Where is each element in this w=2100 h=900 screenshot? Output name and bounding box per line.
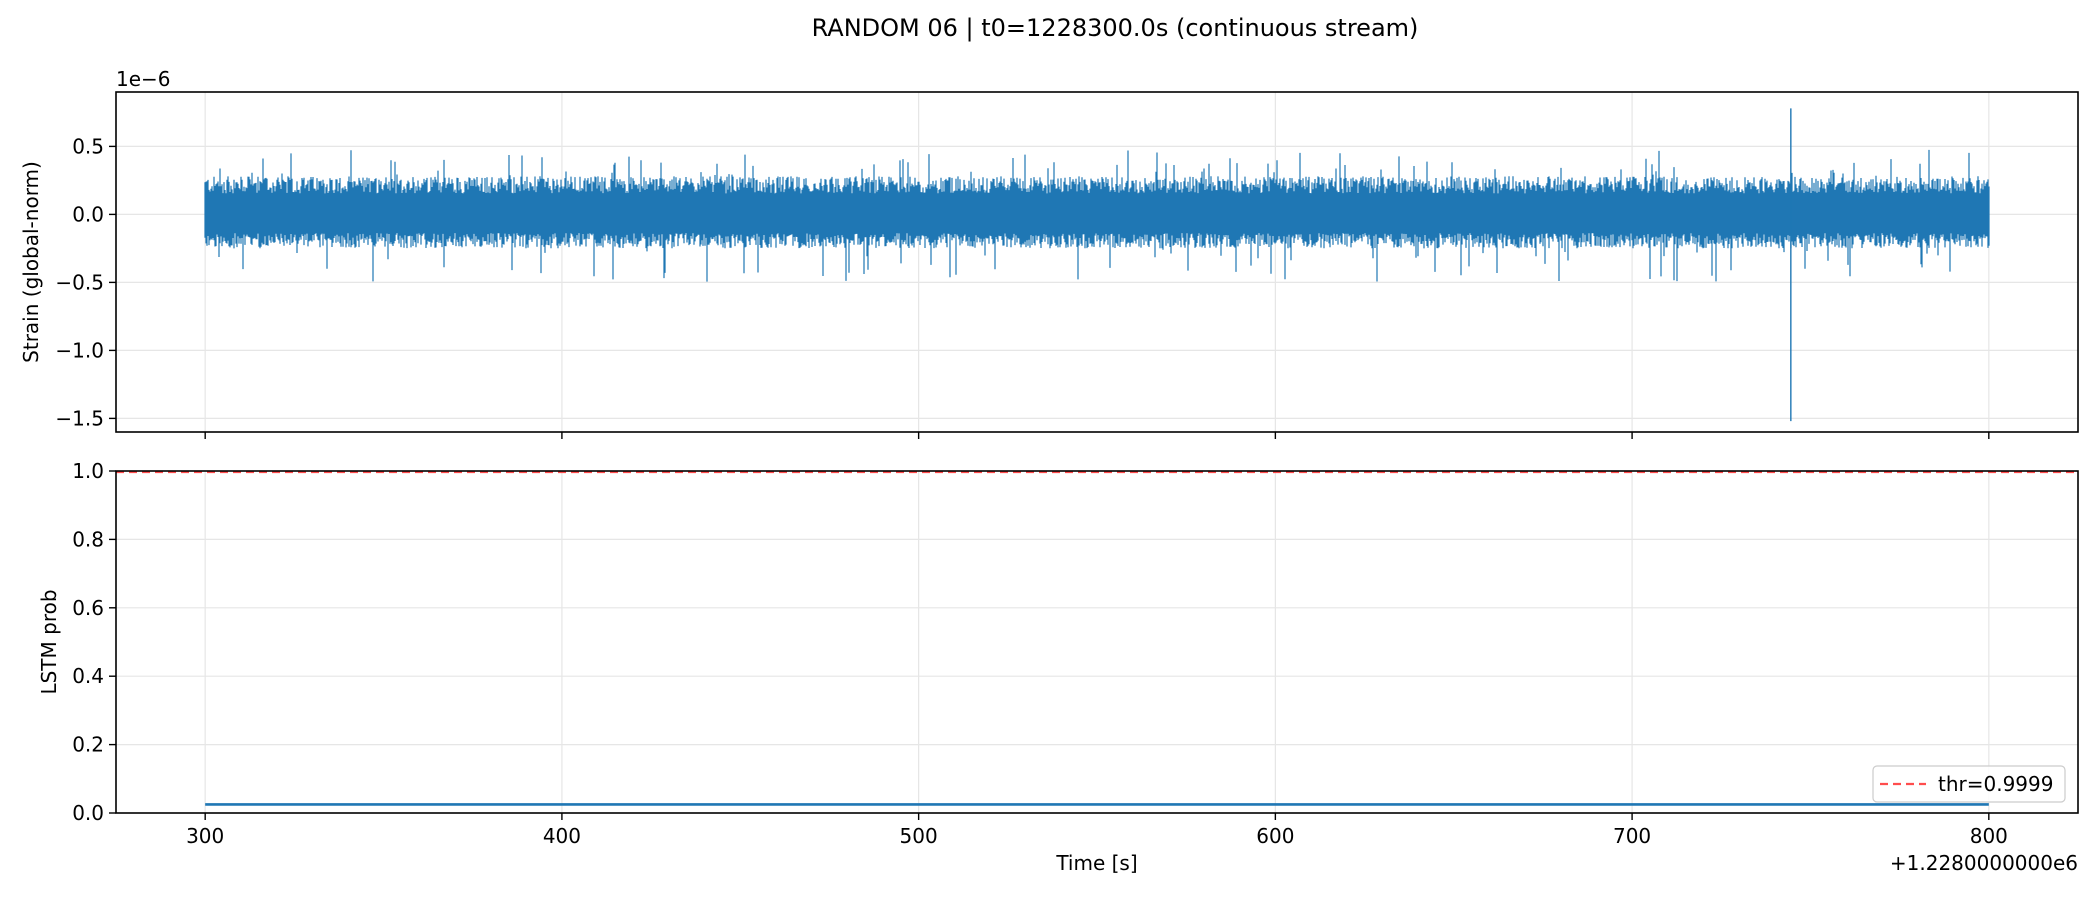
lstm-x-tick-label: 800: [1970, 824, 2008, 848]
lstm-axes: 300 400 500 600 700 800 0.0 0.2 0.4 0.6 0.8 1.0 LST…: [37, 459, 2079, 848]
lstm-y-tick-label: 0.8: [72, 527, 104, 551]
lstm-y-tick-label: 1.0: [72, 459, 104, 483]
lstm-x-tick-label: 700: [1613, 824, 1651, 848]
strain-axes: 0.5 0.0 −0.5 −1.0 −1.5 1e−6 Strain (global-n…: [19, 67, 2079, 439]
lstm-x-tick-label: 600: [1256, 824, 1294, 848]
strain-y-axis-label: Strain (global-norm): [19, 161, 43, 363]
legend-box: [1872, 765, 2066, 803]
strain-y-tick-label: 0.5: [72, 134, 104, 158]
strain-series: [204, 108, 1990, 422]
x-axis-offset-label: +1.2280000000e6: [1890, 851, 2078, 875]
strain-y-scale-label: 1e−6: [116, 67, 171, 91]
lstm-y-tick-label: 0.2: [72, 733, 104, 757]
strain-y-tick-label: −1.5: [55, 406, 104, 430]
lstm-y-tick-label: 0.6: [72, 596, 104, 620]
x-axis-label: Time [s]: [1055, 851, 1137, 875]
lstm-y-tick-label: 0.4: [72, 664, 104, 688]
strain-grid: [116, 92, 2078, 432]
strain-y-tick-label: 0.0: [72, 202, 104, 226]
figure-title: RANDOM 06 | t0=1228300.0s (continuous st…: [812, 14, 1419, 42]
strain-y-tick-label: −0.5: [55, 270, 104, 294]
lstm-x-tick-label: 500: [900, 824, 938, 848]
strain-axes-frame: [115, 91, 2079, 433]
lstm-y-tick-label: 0.0: [72, 801, 104, 825]
strain-ticks: 0.5 0.0 −0.5 −1.0 −1.5: [55, 134, 1990, 439]
strain-trace: [204, 149, 1990, 282]
legend: thr=0.9999: [1872, 765, 2066, 803]
strain-y-tick-label: −1.0: [55, 338, 104, 362]
lstm-ticks: 300 400 500 600 700 800 0.0 0.2 0.4 0.6 0.8 1.0: [72, 459, 2008, 848]
lstm-axes-frame: [115, 470, 2079, 814]
lstm-x-tick-label: 400: [543, 824, 581, 848]
lstm-y-axis-label: LSTM prob: [37, 589, 61, 694]
lstm-grid: [116, 470, 2078, 814]
lstm-series: [116, 470, 2078, 806]
lstm-x-tick-label: 300: [186, 824, 224, 848]
legend-threshold-label: thr=0.9999: [1938, 772, 2053, 796]
